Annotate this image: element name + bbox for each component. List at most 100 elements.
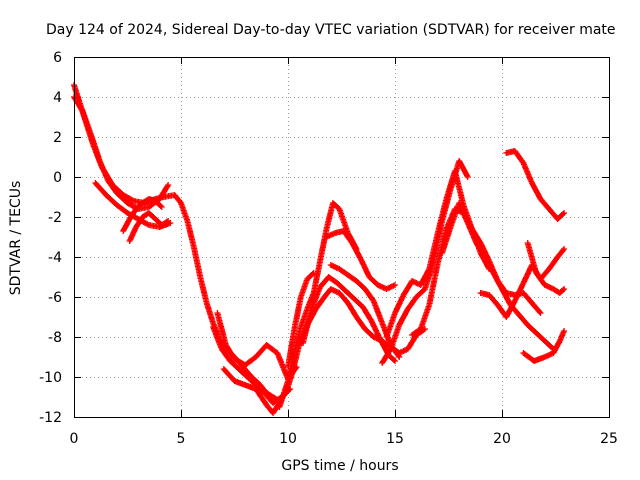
data-point-segment <box>156 183 171 202</box>
data-point-segment <box>353 278 367 291</box>
x-tick-labels: 0 5 10 15 20 25 <box>70 431 618 447</box>
data-point-segment <box>537 196 552 211</box>
series-satellite-track-20 <box>524 240 568 296</box>
data-point-segment <box>248 374 263 387</box>
series-satellite-track-4 <box>120 196 165 234</box>
data-point-segment <box>120 217 132 234</box>
data-point-segment <box>334 280 348 293</box>
data-point-segment <box>276 379 291 410</box>
data-point-segment <box>329 200 342 211</box>
y-tick-labels: -12 -10 -8 -6 -4 -2 0 2 4 6 <box>39 50 62 426</box>
y-tick-label: 6 <box>53 50 62 66</box>
data-point-segment <box>494 302 509 319</box>
data-point-segment <box>252 382 267 395</box>
data-point-segment <box>336 290 350 305</box>
data-point-segment <box>145 210 158 221</box>
series-satellite-track-10 <box>285 270 317 370</box>
data-point-segment <box>511 281 526 304</box>
series-satellite-track-18 <box>477 246 568 320</box>
data-point-segment <box>550 339 563 356</box>
data-point-segment <box>556 329 567 344</box>
data-point-segment <box>344 272 359 284</box>
data-point-segment <box>214 310 229 347</box>
data-point-segment <box>379 347 393 366</box>
data-point-segment <box>464 220 479 245</box>
data-point-segment <box>383 311 398 340</box>
data-point-segment <box>404 333 419 352</box>
data-point-segment <box>291 295 304 332</box>
data-point-segment <box>285 327 298 370</box>
data-point-segment <box>184 218 197 249</box>
data-point-segment <box>533 270 547 287</box>
data-point <box>561 286 568 292</box>
data-point-segment <box>456 158 470 179</box>
data-point-segment <box>178 200 190 223</box>
data-point-segment <box>426 261 441 308</box>
series-satellite-track-5 <box>126 210 172 244</box>
data-point-segment <box>92 180 109 197</box>
data-point-segment <box>103 192 119 207</box>
data-point-segment <box>291 325 304 356</box>
series-satellite-track-19 <box>503 148 568 222</box>
data-point-segment <box>392 293 406 316</box>
data-point-segment <box>336 266 350 278</box>
data-point-segment <box>546 255 560 272</box>
data-point-segment <box>520 290 534 305</box>
data-point-segment <box>417 267 432 288</box>
data-point-segment <box>120 192 136 204</box>
data-point <box>464 174 471 180</box>
data-points <box>71 82 568 416</box>
data-point-segment <box>210 324 225 351</box>
y-tick-label: -2 <box>48 210 62 226</box>
data-point-segment <box>244 374 258 387</box>
data-point-segment <box>554 211 566 222</box>
data-point-segment <box>439 225 454 256</box>
data-point-segment <box>490 270 505 291</box>
data-point-segment <box>353 314 368 331</box>
x-tick-label: 15 <box>386 431 404 447</box>
data-point-segment <box>351 296 365 309</box>
data-point-segment <box>404 295 419 312</box>
data-point <box>392 282 398 288</box>
data-point <box>165 218 172 224</box>
data-point-segment <box>503 299 518 320</box>
data-point-segment <box>297 307 310 330</box>
data-point <box>392 358 398 364</box>
data-point-segment <box>456 200 471 225</box>
data-point-segment <box>499 286 513 307</box>
data-point <box>561 328 568 334</box>
data-point-segment <box>197 274 210 305</box>
data-point-segment <box>285 351 298 384</box>
data-point-segment <box>357 256 372 279</box>
data-point-segment <box>218 346 233 363</box>
x-tick-label: 10 <box>279 431 297 447</box>
data-point-segment <box>451 168 467 207</box>
data-point-segment <box>541 282 555 292</box>
data-point-segment <box>344 300 359 319</box>
data-point-segment <box>554 247 567 260</box>
data-point-segment <box>325 274 339 286</box>
data-point-segment <box>486 292 500 307</box>
data-point <box>165 182 172 188</box>
data-point-segment <box>409 326 423 338</box>
data-point-segment <box>541 350 555 360</box>
data-point-segment <box>297 277 310 300</box>
data-point-segment <box>152 198 164 209</box>
data-point-segment <box>511 148 526 165</box>
data-point-segment <box>541 338 556 351</box>
data-point-segment <box>481 254 496 275</box>
data-point <box>287 386 294 392</box>
data-point-segment <box>242 354 258 368</box>
data-point-segment <box>252 386 269 407</box>
series-satellite-track-6 <box>210 324 294 406</box>
data-point-segment <box>473 240 488 259</box>
data-point-segment <box>370 298 385 325</box>
data-point-segment <box>524 240 539 275</box>
y-tick-label: 4 <box>53 90 62 106</box>
data-point-segment <box>426 231 441 272</box>
y-tick-label: -6 <box>48 290 62 306</box>
data-point-segment <box>252 343 269 360</box>
data-point <box>310 270 317 276</box>
data-point-segment <box>300 307 315 346</box>
